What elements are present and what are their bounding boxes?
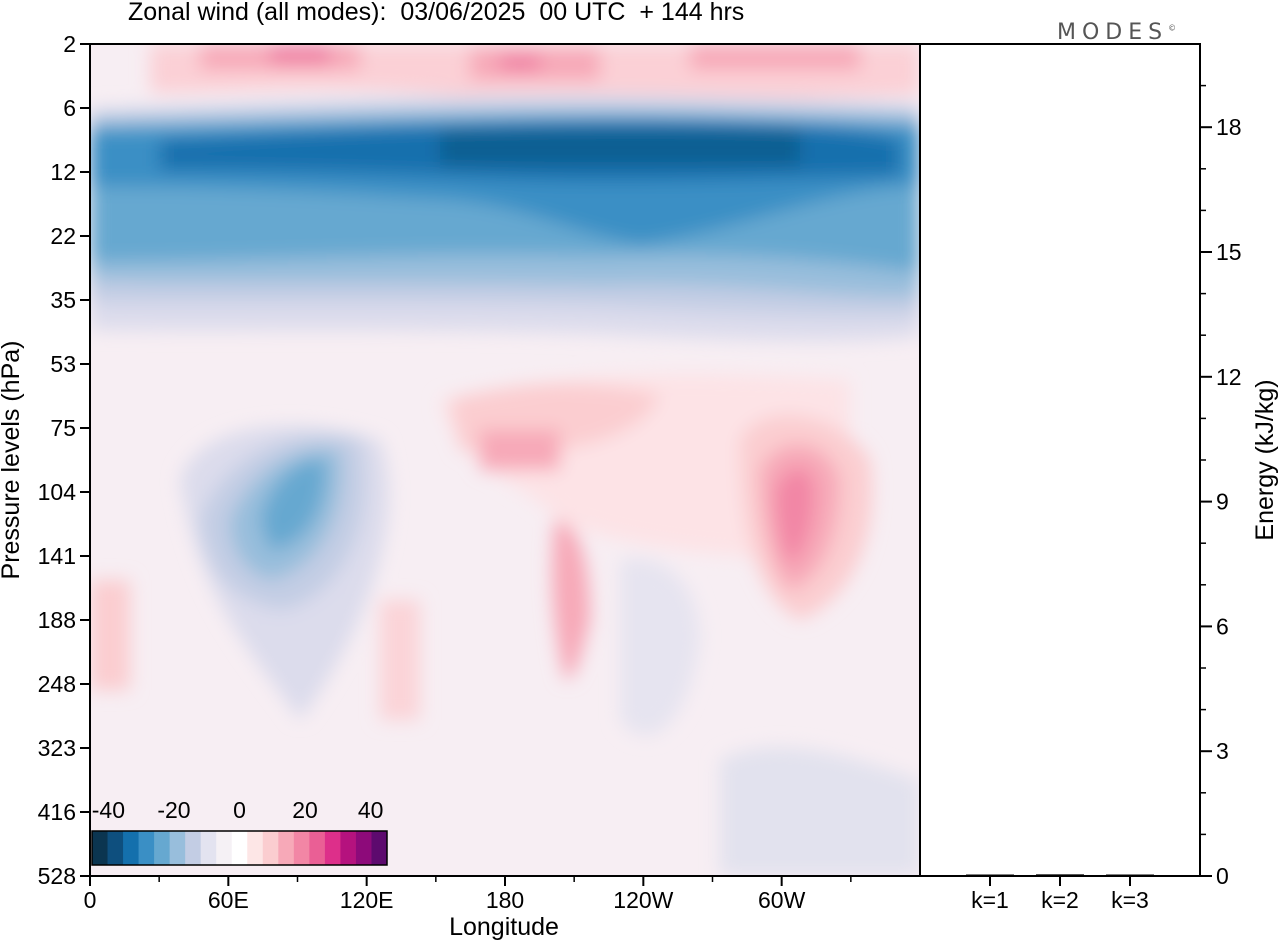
- energy-tick-label: 6: [1216, 613, 1229, 639]
- energy-frame: [919, 43, 1201, 877]
- westerly-edge: [90, 580, 130, 690]
- colorbar-swatch: [293, 831, 310, 865]
- colorbar-swatch: [262, 831, 279, 865]
- energy-x-label: k=3: [1111, 887, 1149, 913]
- chart-title: Zonal wind (all modes): 03/06/2025 00 UT…: [128, 0, 745, 26]
- westerly-core-c: [690, 44, 860, 70]
- colorbar-swatch: [200, 831, 217, 865]
- x-tick-label: 120W: [613, 887, 673, 913]
- x-tick-label: 180: [486, 887, 524, 913]
- colorbar-swatch: [169, 831, 186, 865]
- energy-tick-label: 15: [1216, 239, 1242, 265]
- colorbar-label: -40: [92, 797, 125, 823]
- y-tick-label: 188: [38, 607, 76, 633]
- energy-tick-label: 12: [1216, 364, 1242, 390]
- easterly-peak: [440, 130, 800, 165]
- colorbar-swatch: [92, 831, 109, 865]
- colorbar-swatch: [216, 831, 233, 865]
- colorbar-swatch: [355, 831, 372, 865]
- y-tick-label: 35: [50, 287, 76, 313]
- energy-x-label: k=1: [971, 887, 1009, 913]
- y-tick-label: 141: [38, 543, 76, 569]
- wind-field-contours: [90, 44, 920, 876]
- colorbar-label: 0: [233, 797, 246, 823]
- energy-x-label: k=2: [1041, 887, 1079, 913]
- energy-bar: [1106, 874, 1154, 876]
- modes-logo: MODES©: [1057, 20, 1176, 45]
- westerly-upper-trop-peak: [480, 430, 560, 470]
- y-tick-label: 12: [50, 159, 76, 185]
- westerly-cell-core: [775, 467, 815, 565]
- westerly-peak-a: [270, 46, 330, 64]
- colorbar-swatch: [324, 831, 341, 865]
- easterly-cell-core: [260, 459, 326, 550]
- y-tick-label: 75: [50, 415, 76, 441]
- energy-chart: 0 3 6 9 12 15 18 k=1 k=2 k=3: [966, 84, 1242, 913]
- x-axis: 0 60E 120E 180 120W 60W: [84, 876, 852, 913]
- x-tick-label: 0: [84, 887, 97, 913]
- colorbar: -40 -20 0 20 40: [91, 797, 388, 866]
- colorbar-swatch: [123, 831, 140, 865]
- y-tick-label: 2: [63, 31, 76, 57]
- y-tick-label: 248: [38, 671, 76, 697]
- colorbar-swatch: [185, 831, 202, 865]
- colorbar-swatch: [340, 831, 357, 865]
- wind-field: [90, 44, 920, 876]
- energy-bar: [1036, 874, 1084, 876]
- colorbar-swatch: [247, 831, 264, 865]
- logo-mark: ©: [1168, 23, 1177, 33]
- colorbar-swatch: [309, 831, 326, 865]
- colorbar-swatch: [107, 831, 124, 865]
- colorbar-swatch: [154, 831, 171, 865]
- y-tick-label: 528: [38, 863, 76, 889]
- x-tick-label: 120E: [340, 887, 394, 913]
- energy-tick-label: 18: [1216, 114, 1242, 140]
- energy-tick-label: 0: [1216, 863, 1229, 889]
- westerly-peak-b: [500, 55, 540, 70]
- y-tick-label: 416: [38, 799, 76, 825]
- y-tick-label: 53: [50, 351, 76, 377]
- y-tick-label: 6: [63, 95, 76, 121]
- y-tick-label: 323: [38, 735, 76, 761]
- westerly-streak: [380, 600, 420, 720]
- y-axis: 2 6 12 22 35 53 75 104 141 188 248 323 416 528: [38, 31, 90, 889]
- y-tick-label: 22: [50, 223, 76, 249]
- westerly-column: [552, 520, 590, 680]
- colorbar-frame: [91, 830, 388, 866]
- easterly-surface: [720, 747, 920, 876]
- colorbar-label: 20: [292, 797, 318, 823]
- colorbar-label: -20: [157, 797, 190, 823]
- colorbar-swatch: [231, 831, 248, 865]
- y-axis-label: Pressure levels (hPa): [0, 341, 25, 580]
- y-tick-label: 104: [38, 479, 77, 505]
- x-tick-label: 60W: [758, 887, 806, 913]
- colorbar-swatch: [371, 831, 388, 865]
- energy-bar: [966, 874, 1014, 876]
- logo-text: MODES: [1057, 20, 1169, 45]
- energy-tick-label: 9: [1216, 489, 1229, 515]
- easterly-column: [620, 558, 700, 736]
- energy-tick-label: 3: [1216, 738, 1229, 764]
- colorbar-swatch: [278, 831, 295, 865]
- colorbar-swatch: [138, 831, 155, 865]
- x-tick-label: 60E: [208, 887, 249, 913]
- colorbar-label: 40: [358, 797, 384, 823]
- energy-axis-label: Energy (kJ/kg): [1251, 379, 1279, 540]
- x-axis-label: Longitude: [449, 913, 559, 941]
